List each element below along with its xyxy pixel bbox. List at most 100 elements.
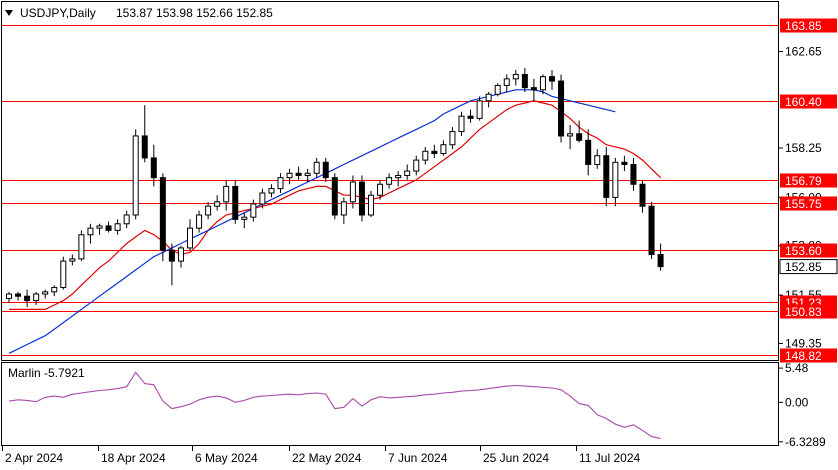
candle[interactable] <box>521 67 528 93</box>
price-pane[interactable] <box>1 1 780 361</box>
candle[interactable] <box>467 109 474 123</box>
candle[interactable] <box>268 184 275 198</box>
bull-candle-body <box>286 172 293 179</box>
candle[interactable] <box>422 146 429 165</box>
candle[interactable] <box>657 243 664 271</box>
candle[interactable] <box>530 78 537 101</box>
candle[interactable] <box>105 221 112 233</box>
level-label-bg <box>780 196 837 211</box>
candle[interactable] <box>286 168 293 185</box>
candle[interactable] <box>404 164 411 180</box>
bear-candle-body <box>232 185 239 220</box>
candle[interactable] <box>431 144 438 158</box>
candle[interactable] <box>386 173 393 189</box>
bull-candle-body <box>386 177 393 185</box>
bull-candle-body <box>42 291 49 295</box>
level-label: 156.79 <box>785 174 822 188</box>
candle[interactable] <box>15 291 22 301</box>
bull-candle-body <box>78 234 85 260</box>
candle[interactable] <box>259 188 266 209</box>
marlin-pane[interactable] <box>1 362 779 446</box>
candle[interactable] <box>223 179 230 211</box>
candle[interactable] <box>494 83 501 97</box>
candle[interactable] <box>304 168 311 183</box>
bear-candle-body <box>141 135 148 159</box>
bull-candle-body <box>539 76 546 91</box>
bull-candle-body <box>440 144 447 155</box>
candle[interactable] <box>51 285 58 297</box>
candle[interactable] <box>458 111 465 136</box>
candle[interactable] <box>177 245 184 268</box>
bear-candle-body <box>521 73 528 89</box>
candle[interactable] <box>114 219 121 235</box>
time-tick-label: 11 Jul 2024 <box>579 451 640 465</box>
candle[interactable] <box>576 120 583 143</box>
candle[interactable] <box>340 197 347 224</box>
candle[interactable] <box>639 179 646 213</box>
candle[interactable] <box>24 289 31 308</box>
candle[interactable] <box>585 129 592 176</box>
candle[interactable] <box>485 92 492 108</box>
candle[interactable] <box>123 210 130 229</box>
candle[interactable] <box>196 210 203 233</box>
candle[interactable] <box>187 219 193 251</box>
candle[interactable] <box>168 243 175 286</box>
candle[interactable] <box>594 149 601 169</box>
candle[interactable] <box>476 96 483 121</box>
candle[interactable] <box>322 157 329 183</box>
collapse-arrow-icon[interactable] <box>5 10 13 16</box>
bear-candle-body <box>331 177 338 216</box>
candle[interactable] <box>33 291 40 306</box>
candle[interactable] <box>503 74 510 93</box>
candle[interactable] <box>60 256 67 290</box>
bear-candle-body <box>105 225 112 231</box>
candle[interactable] <box>42 289 49 299</box>
candle[interactable] <box>630 157 637 191</box>
candle[interactable] <box>648 201 655 259</box>
bull-candle-body <box>594 155 601 165</box>
candle[interactable] <box>440 140 447 156</box>
candle[interactable] <box>377 179 384 200</box>
candle[interactable] <box>449 127 456 150</box>
bull-candle-body <box>87 227 94 236</box>
bull-candle-body <box>304 172 311 176</box>
candle[interactable] <box>295 166 302 180</box>
candle[interactable] <box>395 171 402 187</box>
candle[interactable] <box>96 223 103 235</box>
candle[interactable] <box>78 230 85 262</box>
candle[interactable] <box>612 157 619 207</box>
candle[interactable] <box>331 173 338 220</box>
candle[interactable] <box>549 70 555 90</box>
candle[interactable] <box>539 74 546 95</box>
candle[interactable] <box>241 212 248 229</box>
candle[interactable] <box>358 175 365 222</box>
level-label-bg <box>780 348 837 363</box>
candle[interactable] <box>567 124 574 150</box>
candle[interactable] <box>141 105 148 163</box>
bull-candle-body <box>196 214 203 229</box>
candle[interactable] <box>232 179 239 224</box>
bull-candle-body <box>214 201 221 207</box>
level-label: 163.85 <box>785 19 822 33</box>
time-tick-label: 2 Apr 2024 <box>5 451 63 465</box>
candle[interactable] <box>368 190 374 218</box>
candle[interactable] <box>6 291 12 303</box>
candle[interactable] <box>621 155 628 172</box>
candle[interactable] <box>159 173 166 262</box>
candle[interactable] <box>132 129 139 220</box>
candle[interactable] <box>558 74 565 143</box>
candle[interactable] <box>150 144 157 187</box>
candle[interactable] <box>205 201 212 220</box>
candle[interactable] <box>250 199 257 222</box>
candle[interactable] <box>87 223 94 244</box>
candle[interactable] <box>277 173 284 194</box>
candle[interactable] <box>349 175 356 209</box>
candle[interactable] <box>512 70 519 86</box>
candle[interactable] <box>603 146 610 207</box>
candle[interactable] <box>69 254 76 266</box>
candle[interactable] <box>313 157 320 178</box>
candle[interactable] <box>214 195 221 211</box>
level-label: 153.60 <box>785 244 822 258</box>
candle[interactable] <box>413 155 420 176</box>
